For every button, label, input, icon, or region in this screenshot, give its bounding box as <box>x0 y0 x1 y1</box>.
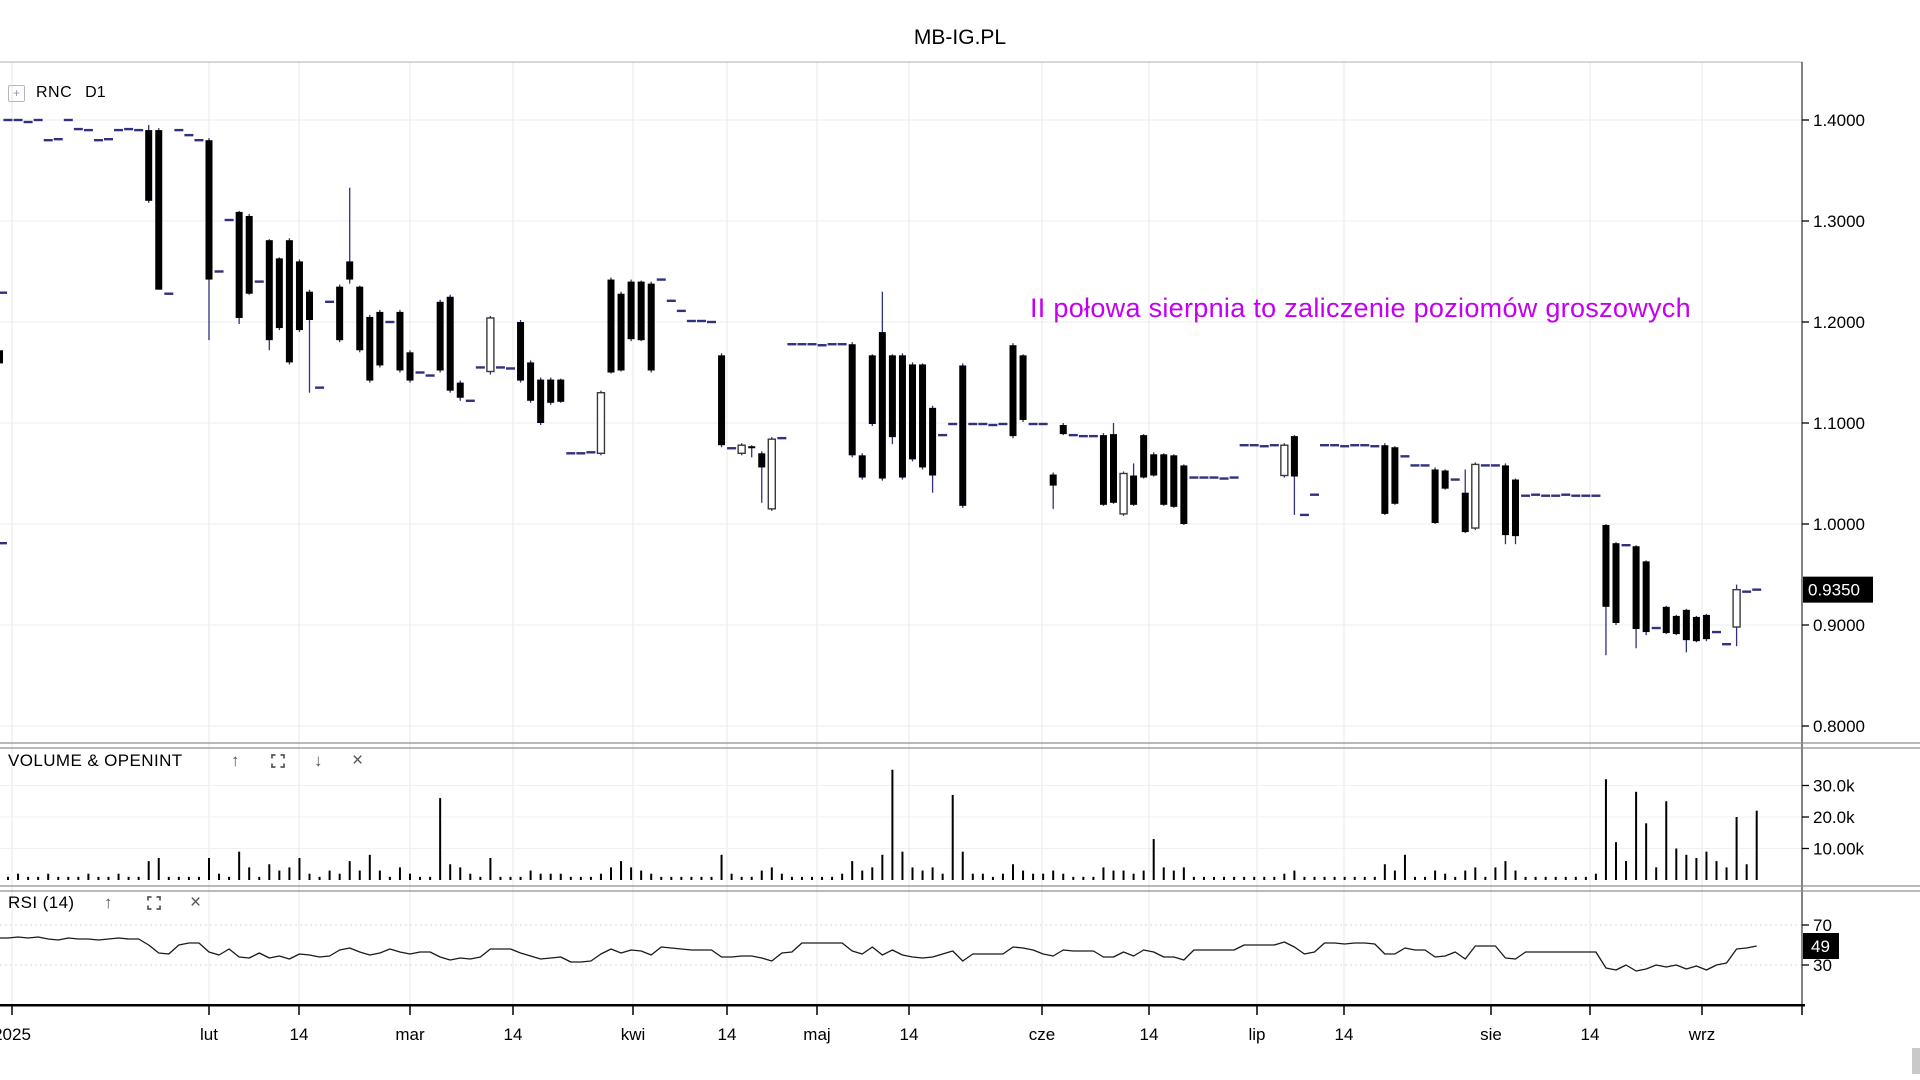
current-price-box <box>1803 576 1873 603</box>
price-axis-label: 1.3000 <box>1813 212 1865 231</box>
time-axis-label: 2025 <box>0 1025 31 1044</box>
move-up-icon[interactable]: ↑ <box>104 893 113 912</box>
rsi-axis-label: 70 <box>1813 916 1832 935</box>
rsi-layer <box>0 936 1757 972</box>
time-axis-label: cze <box>1029 1025 1055 1044</box>
time-axis-label: 14 <box>900 1025 919 1044</box>
expand-symbol-button[interactable]: + <box>8 84 25 102</box>
candles-layer <box>0 118 1762 656</box>
price-axis-label: 1.2000 <box>1813 313 1865 332</box>
volume-panel-title: VOLUME & OPENINT <box>8 751 183 770</box>
symbol-bar: + RNC D1 <box>8 84 106 102</box>
axes-layer: 2025 lut 14 mar 14 kwi 14 maj 14 cze 14 lip 14 sie 14 w… <box>0 61 1920 1044</box>
price-axis-label: 0.8000 <box>1813 717 1865 736</box>
rsi-panel-header: RSI (14) ↑ × <box>0 893 500 915</box>
chart-annotation: II połowa sierpnia to zaliczenie poziomó… <box>1030 293 1691 323</box>
volume-axis-label: 10.00k <box>1813 840 1865 859</box>
expand-icon[interactable] <box>147 893 161 910</box>
time-axis-label: lut <box>200 1025 218 1044</box>
time-axis-label: lip <box>1248 1025 1265 1044</box>
close-icon[interactable]: × <box>190 892 202 913</box>
current-rsi-label: 49 <box>1811 937 1830 956</box>
price-axis-label: 0.9000 <box>1813 616 1865 635</box>
volume-axis-label: 20.0k <box>1813 808 1855 827</box>
symbol-timeframe: D1 <box>85 84 106 101</box>
scrollbar-nub[interactable] <box>1912 1048 1920 1074</box>
move-up-icon[interactable]: ↑ <box>231 751 240 770</box>
time-axis-label: 14 <box>718 1025 737 1044</box>
time-axis-label: 14 <box>1140 1025 1159 1044</box>
price-axis-label: 1.4000 <box>1813 111 1865 130</box>
volume-axis-label: 30.0k <box>1813 777 1855 796</box>
price-axis-label: 1.1000 <box>1813 414 1865 433</box>
rsi-axis-label: 30 <box>1813 956 1832 975</box>
close-icon[interactable]: × <box>352 750 364 771</box>
time-axis-label: 14 <box>1581 1025 1600 1044</box>
rsi-panel-title: RSI (14) <box>8 893 75 912</box>
current-rsi-box <box>1803 933 1839 959</box>
time-axis-label: maj <box>803 1025 830 1044</box>
move-down-icon[interactable]: ↓ <box>314 751 323 770</box>
volume-layer <box>7 769 1758 880</box>
symbol-name: RNC <box>36 84 73 101</box>
gridlines <box>0 62 1802 1004</box>
time-axis-label: mar <box>395 1025 425 1044</box>
time-axis-label: wrz <box>1688 1025 1715 1044</box>
volume-panel-header: VOLUME & OPENINT ↑ ↓ × <box>0 751 500 773</box>
time-axis-label: kwi <box>621 1025 646 1044</box>
expand-icon[interactable] <box>271 751 285 768</box>
time-axis-label: 14 <box>1335 1025 1354 1044</box>
time-axis-label: sie <box>1480 1025 1502 1044</box>
time-axis-label: 14 <box>504 1025 523 1044</box>
time-axis-label: 14 <box>290 1025 309 1044</box>
current-price-label: 0.9350 <box>1808 581 1860 600</box>
price-axis-label: 1.0000 <box>1813 515 1865 534</box>
window-title: MB-IG.PL <box>913 26 1007 49</box>
